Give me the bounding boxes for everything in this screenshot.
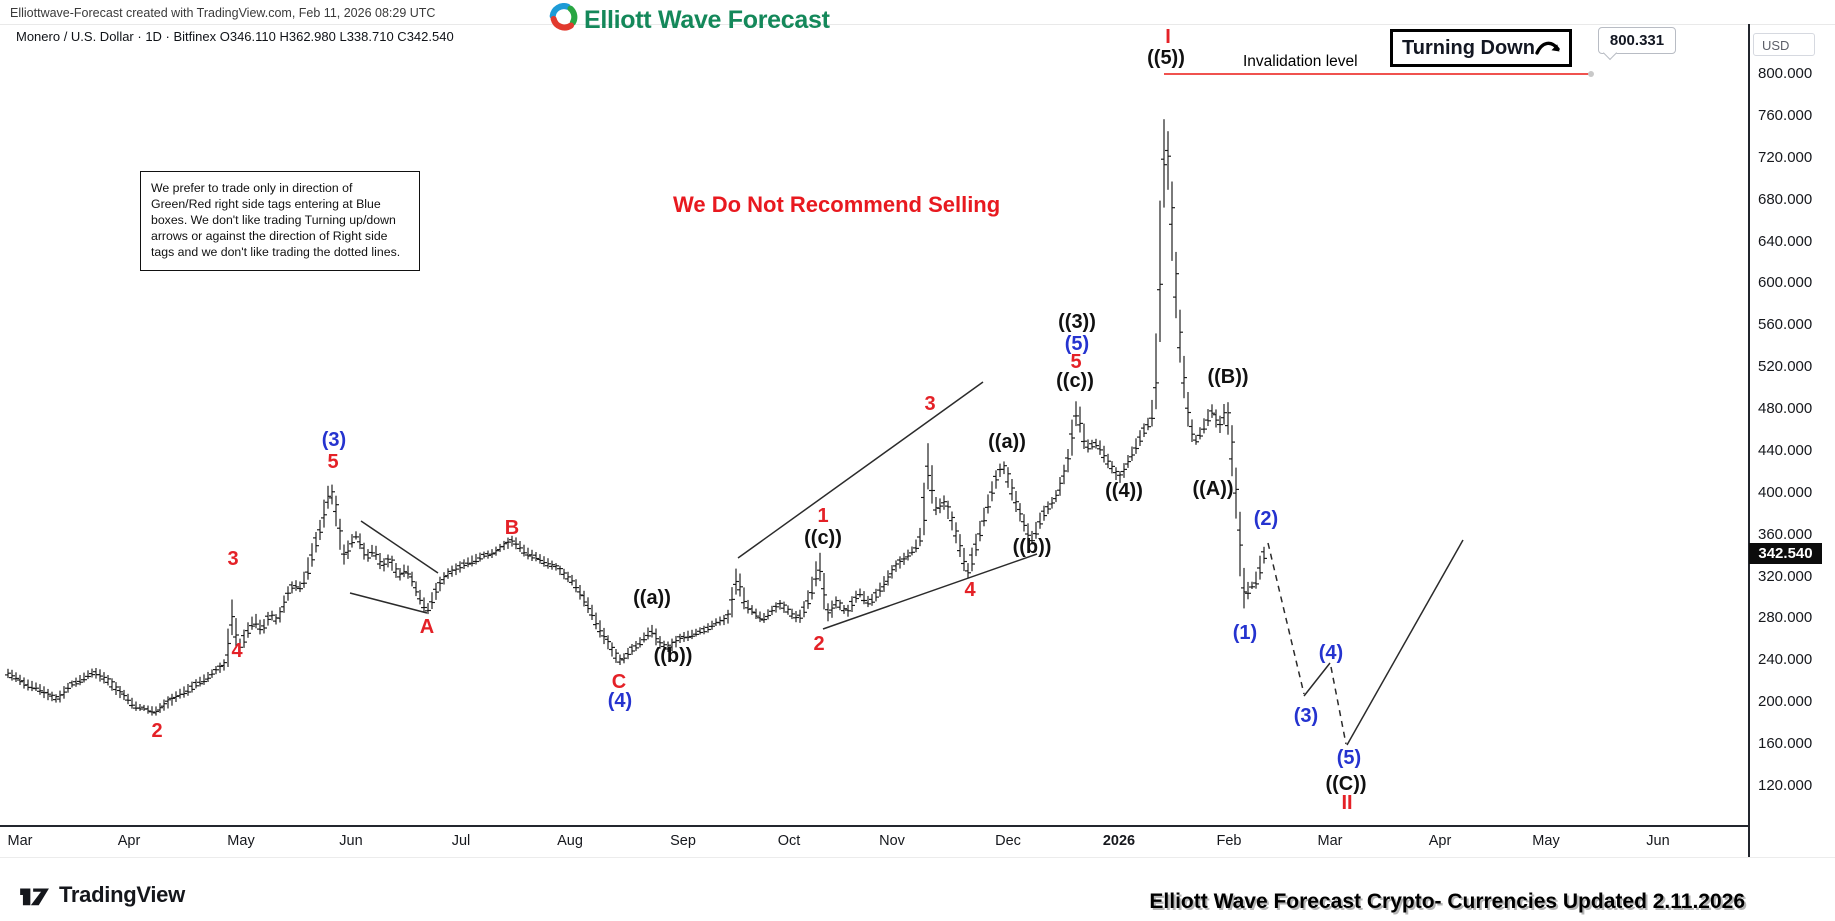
credit-text: Elliottwave-Forecast created with Tradin… bbox=[10, 6, 436, 20]
turning-down-arrow-icon bbox=[1535, 38, 1562, 59]
wave-label: II bbox=[1341, 792, 1353, 814]
turning-down-label: Turning Down bbox=[1402, 36, 1535, 59]
price-tick-label: 560.000 bbox=[1758, 316, 1813, 334]
wave-label: 2 bbox=[813, 633, 825, 655]
price-tick-label: 400.000 bbox=[1758, 483, 1813, 501]
price-axis-border bbox=[1748, 24, 1750, 858]
price-tick-label: 200.000 bbox=[1758, 693, 1813, 711]
price-tick-label: 440.000 bbox=[1758, 441, 1813, 459]
tradingview-logo-text: TradingView bbox=[59, 882, 185, 907]
symbol-info[interactable]: Monero / U.S. Dollar · 1D · Bitfinex O34… bbox=[16, 29, 454, 44]
wave-label: ((b)) bbox=[1012, 536, 1052, 558]
time-axis-label: Mar bbox=[7, 833, 33, 849]
time-axis-label: 2026 bbox=[1102, 833, 1136, 849]
price-tick-label: 800.000 bbox=[1758, 65, 1813, 82]
time-axis-label: Dec bbox=[995, 833, 1021, 849]
wave-label: (3) bbox=[1293, 705, 1319, 727]
disclaimer-note-box: We prefer to trade only in direction of … bbox=[140, 171, 420, 271]
tradingview-logo-icon bbox=[18, 882, 52, 908]
wave-label: ((C)) bbox=[1325, 773, 1367, 795]
wave-label: ((c)) bbox=[804, 527, 842, 549]
invalidation-line-handle bbox=[1588, 71, 1594, 77]
wave-label: 1 bbox=[817, 505, 829, 527]
time-axis-label: Mar bbox=[1317, 833, 1343, 849]
price-tick-label: 240.000 bbox=[1758, 651, 1813, 669]
wave-label: (5) bbox=[1064, 333, 1090, 355]
tradingview-brand[interactable]: TradingView bbox=[18, 882, 185, 908]
wave-label: (1) bbox=[1232, 622, 1258, 644]
wave-label: ((a)) bbox=[633, 587, 671, 609]
wave-label: ((A)) bbox=[1192, 478, 1234, 500]
wave-label: (3) bbox=[321, 429, 347, 451]
time-axis-border bbox=[0, 825, 1750, 827]
price-tick-label: 160.000 bbox=[1758, 735, 1813, 753]
site-logo-text: Elliott Wave Forecast bbox=[584, 6, 830, 34]
price-tick-label: 720.000 bbox=[1758, 148, 1813, 166]
wave-label: 5 bbox=[327, 451, 339, 473]
price-tick-label: 320.000 bbox=[1758, 567, 1813, 585]
price-tick-label: 280.000 bbox=[1758, 609, 1813, 627]
site-logo[interactable]: Elliott Wave Forecast bbox=[548, 3, 830, 38]
invalidation-price-bubble: 800.331 bbox=[1598, 27, 1676, 61]
price-tick-label: 680.000 bbox=[1758, 190, 1813, 208]
footer-divider bbox=[0, 857, 1835, 858]
time-axis-label: Aug bbox=[557, 833, 583, 849]
time-axis-label: Feb bbox=[1216, 833, 1242, 849]
price-tick-label: 760.000 bbox=[1758, 106, 1813, 124]
currency-badge[interactable]: USD bbox=[1753, 33, 1815, 56]
price-tick-label: 640.000 bbox=[1758, 232, 1813, 250]
wave-label: (2) bbox=[1253, 508, 1279, 530]
time-axis-label: May bbox=[1532, 833, 1560, 849]
wave-label: ((b)) bbox=[653, 645, 693, 667]
time-axis-label: Jul bbox=[451, 833, 471, 849]
last-price-label: 342.540 bbox=[1749, 543, 1822, 564]
price-tick-label: 480.000 bbox=[1758, 400, 1813, 418]
wave-label: ((3)) bbox=[1058, 311, 1096, 333]
invalidation-label: Invalidation level bbox=[1243, 53, 1358, 70]
time-axis-label: Jun bbox=[1646, 833, 1670, 849]
warning-text: We Do Not Recommend Selling bbox=[673, 192, 1001, 217]
wave-label: ((5)) bbox=[1147, 47, 1185, 69]
wave-label: 4 bbox=[964, 579, 976, 601]
time-axis-label: Jun bbox=[339, 833, 363, 849]
ohlc-bars bbox=[5, 119, 1267, 716]
wave-label: (4) bbox=[1318, 642, 1344, 664]
wave-label: ((4)) bbox=[1105, 480, 1143, 502]
wave-label: (4) bbox=[607, 690, 633, 712]
wave-label: C bbox=[611, 671, 627, 693]
wave-label: 3 bbox=[924, 393, 936, 415]
site-logo-icon bbox=[548, 3, 578, 38]
wave-label: ((B)) bbox=[1207, 366, 1249, 388]
time-axis-label: Apr bbox=[117, 833, 141, 849]
time-axis-label: Oct bbox=[777, 833, 801, 849]
wave-label: B bbox=[504, 517, 520, 539]
header-divider bbox=[0, 24, 1835, 25]
wave-label: 5 bbox=[1070, 351, 1082, 373]
price-tick-label: 360.000 bbox=[1758, 525, 1813, 543]
time-axis-label: Nov bbox=[879, 833, 905, 849]
wave-label: ((c)) bbox=[1056, 370, 1094, 392]
invalidation-price-value: 800.331 bbox=[1609, 32, 1665, 49]
price-tick-label: 600.000 bbox=[1758, 274, 1813, 292]
price-tick-label: 520.000 bbox=[1758, 358, 1813, 376]
footer-update-text: Elliott Wave Forecast Crypto- Currencies… bbox=[1149, 890, 1745, 913]
turning-down-badge: Turning Down bbox=[1390, 29, 1572, 67]
wave-label: ((a)) bbox=[988, 431, 1026, 453]
trendlines bbox=[349, 381, 1464, 746]
time-axis-label: Sep bbox=[670, 833, 696, 849]
price-tick-label: 120.000 bbox=[1758, 776, 1813, 794]
time-axis-label: May bbox=[227, 833, 255, 849]
time-axis-label: Apr bbox=[1428, 833, 1452, 849]
wave-label: I bbox=[1165, 26, 1171, 48]
wave-label: 4 bbox=[231, 640, 243, 662]
wave-label: 2 bbox=[151, 720, 163, 742]
wave-label: 3 bbox=[227, 548, 239, 570]
wave-label: A bbox=[419, 616, 435, 638]
wave-label: (5) bbox=[1336, 747, 1362, 769]
